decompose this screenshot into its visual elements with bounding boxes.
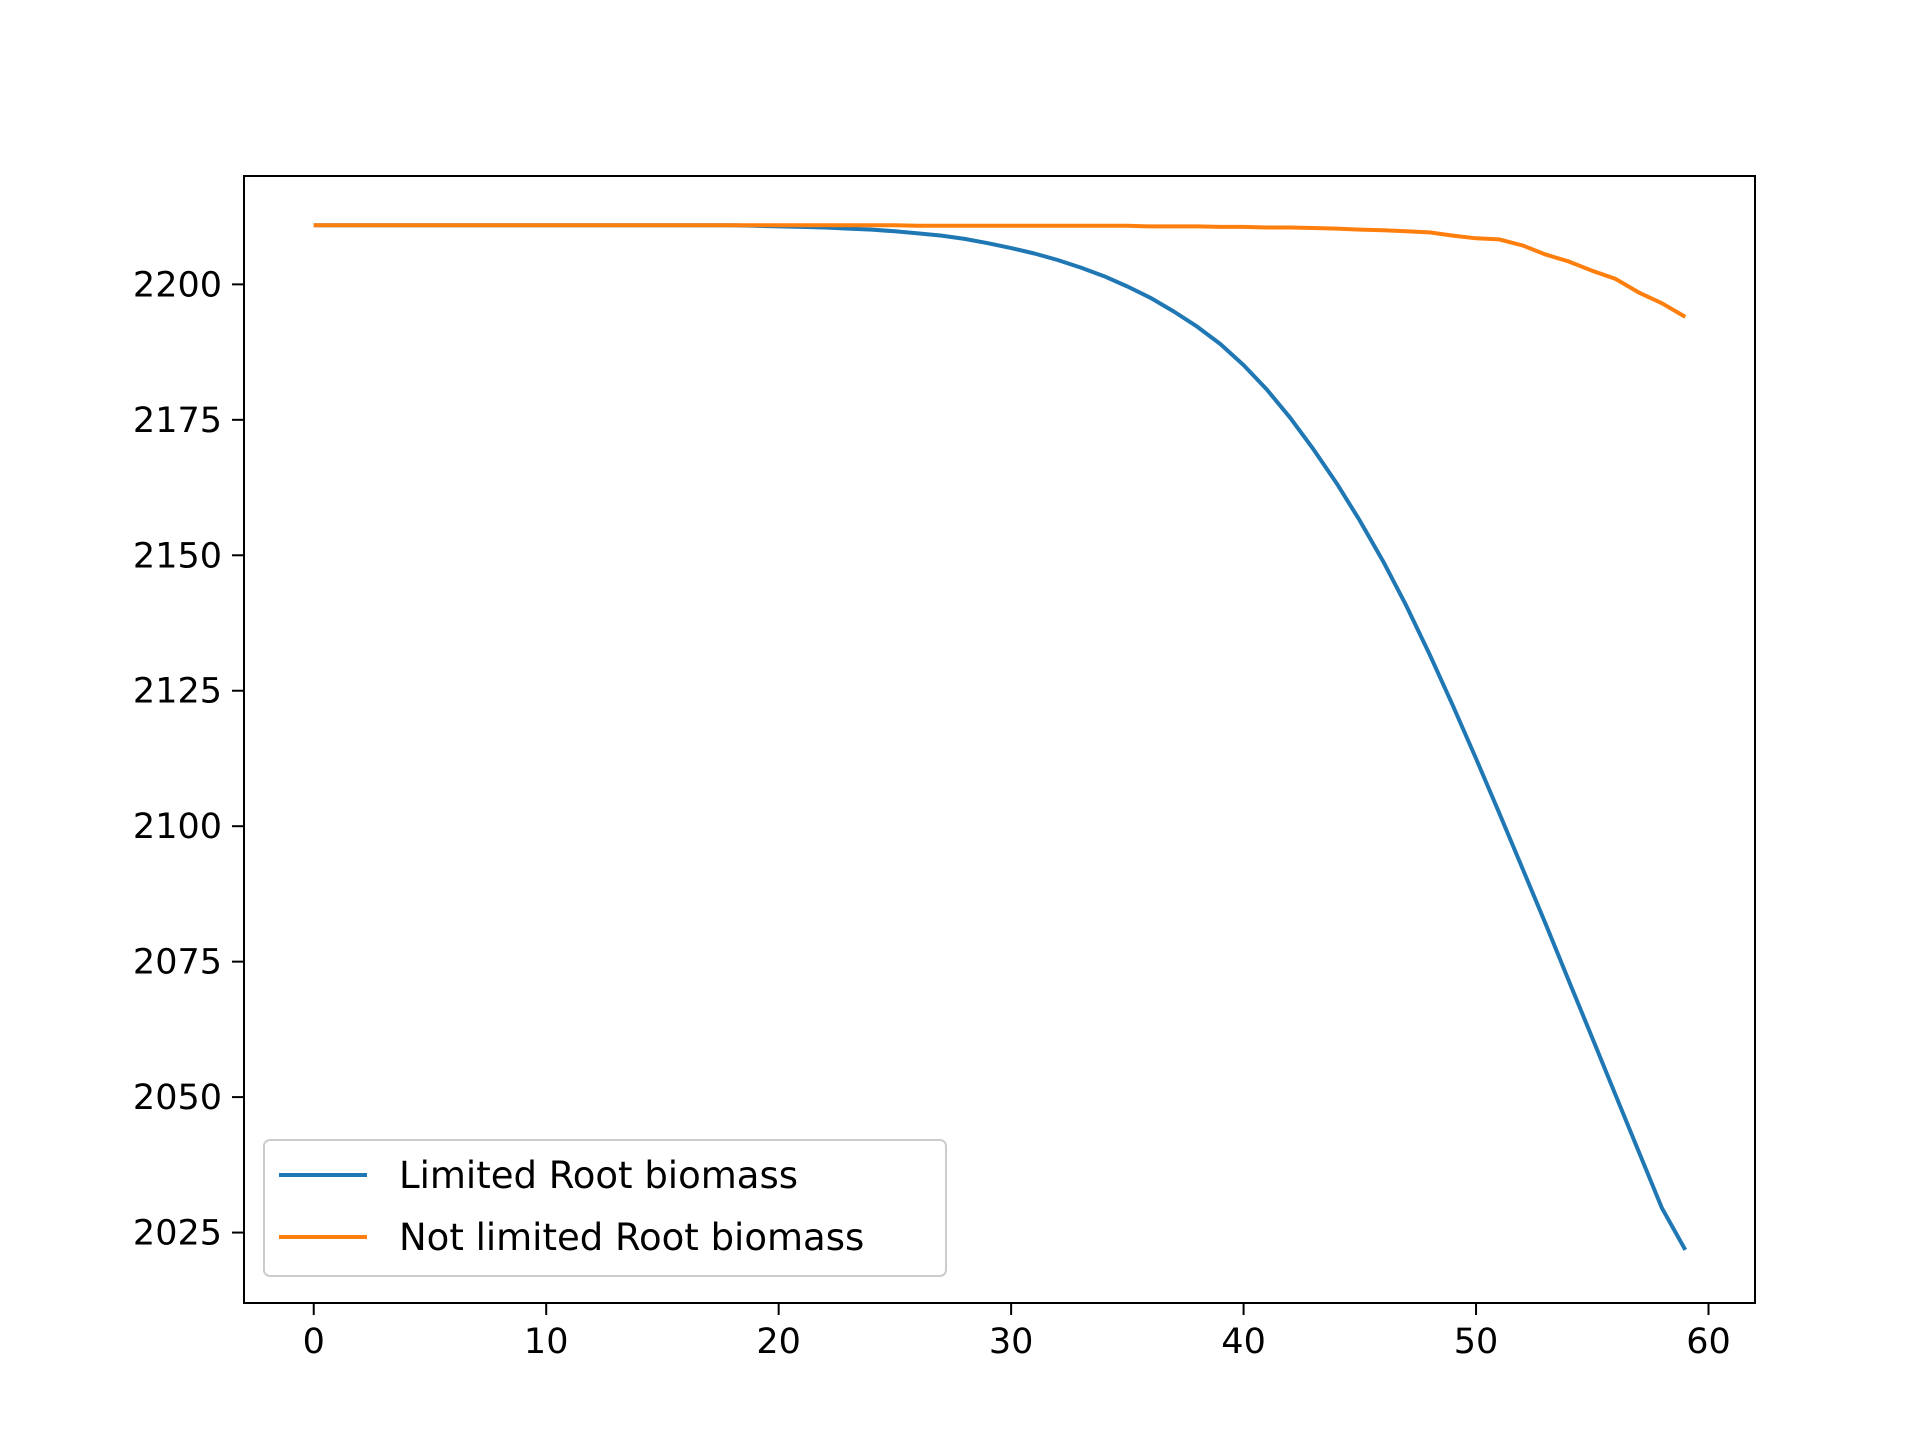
- plot-area: [244, 176, 1755, 1303]
- y-tick-label: 2100: [133, 807, 222, 847]
- x-tick-label: 0: [303, 1322, 325, 1362]
- x-axis: 0 10 20 30 40 50 60: [303, 1303, 1731, 1362]
- axes-background: [244, 176, 1755, 1303]
- x-tick-label: 10: [524, 1322, 569, 1362]
- y-tick-label: 2200: [133, 265, 222, 305]
- y-tick-label: 2125: [133, 672, 222, 712]
- y-tick-label: 2175: [133, 401, 222, 441]
- axes-frame: [243, 175, 1756, 1304]
- x-tick-label: 40: [1221, 1322, 1266, 1362]
- legend: Limited Root biomass Not limited Root bio…: [263, 1139, 947, 1277]
- y-tick-label: 2075: [133, 943, 222, 983]
- y-tick-label: 2150: [133, 536, 222, 576]
- x-tick-label: 20: [756, 1322, 801, 1362]
- series-line-not-limited-root-biomass: [313, 223, 1687, 319]
- y-tick-label: 2050: [133, 1078, 222, 1118]
- y-tick-label: 2025: [133, 1214, 222, 1254]
- x-tick-label: 30: [989, 1322, 1034, 1362]
- legend-label-limited-root-biomass: Limited Root biomass: [399, 1154, 798, 1197]
- x-tick-label: 60: [1686, 1322, 1731, 1362]
- series-layer: [313, 223, 1688, 1251]
- legend-box: [263, 1139, 947, 1277]
- x-tick-label: 50: [1454, 1322, 1499, 1362]
- y-axis: 2025 2050 2075 2100 2125 2150 2175 2200: [133, 265, 244, 1254]
- legend-label-not-limited-root-biomass: Not limited Root biomass: [399, 1216, 864, 1259]
